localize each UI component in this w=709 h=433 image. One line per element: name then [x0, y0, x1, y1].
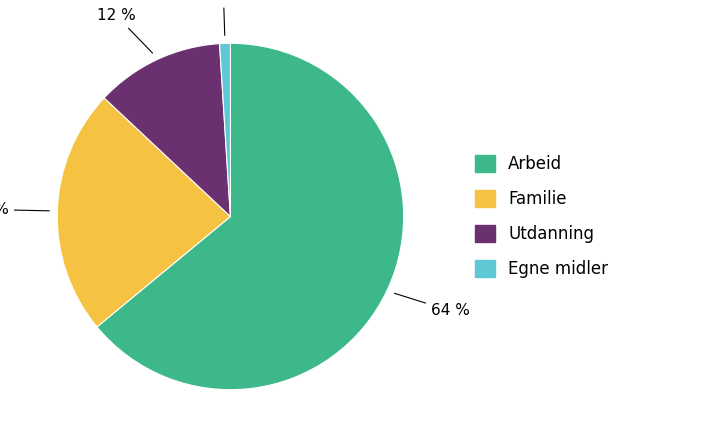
- Wedge shape: [220, 43, 230, 217]
- Text: 23 %: 23 %: [0, 202, 50, 217]
- Wedge shape: [97, 43, 403, 390]
- Text: 12 %: 12 %: [97, 8, 152, 53]
- Legend: Arbeid, Familie, Utdanning, Egne midler: Arbeid, Familie, Utdanning, Egne midler: [468, 149, 615, 284]
- Wedge shape: [57, 98, 230, 327]
- Wedge shape: [104, 44, 230, 216]
- Text: 64 %: 64 %: [394, 293, 470, 318]
- Text: 1 %: 1 %: [209, 0, 238, 36]
